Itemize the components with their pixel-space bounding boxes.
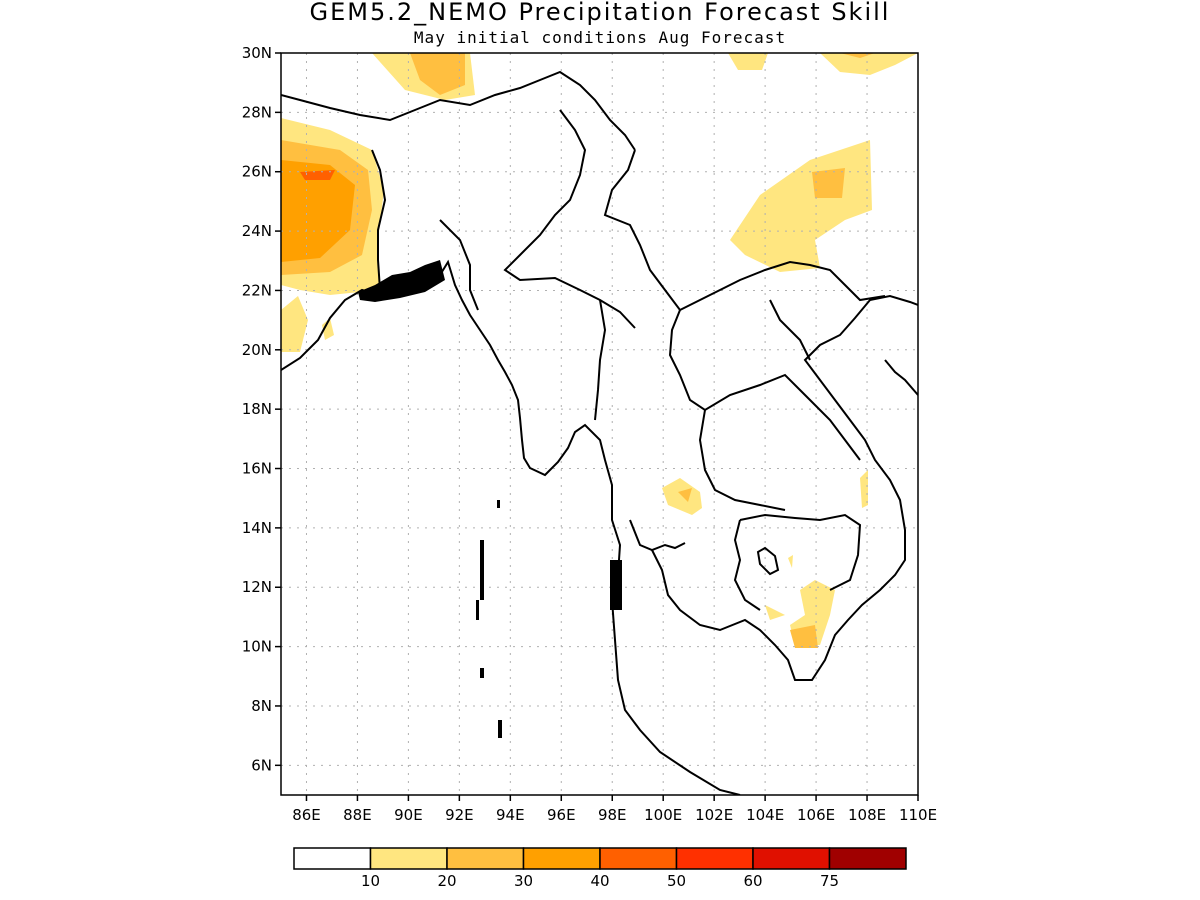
contour-10 — [788, 555, 793, 568]
lat-tick-label: 16N — [242, 460, 272, 478]
map-subtitle: May initial conditions Aug Forecast — [413, 28, 787, 47]
colorbar-label: 40 — [590, 872, 609, 890]
island-mergui-archipelago — [610, 560, 622, 610]
lat-tick-label: 30N — [242, 44, 272, 62]
coastline-thai-gulf-west — [629, 519, 686, 552]
colorbar-label: 30 — [514, 872, 533, 890]
lat-tick-label: 12N — [242, 578, 272, 596]
contour-30 — [281, 160, 355, 262]
contour-10 — [860, 470, 868, 508]
contour-20 — [678, 488, 692, 502]
contour-10 — [765, 605, 785, 620]
contour-20 — [812, 168, 845, 198]
lon-tick-label: 104E — [746, 806, 784, 824]
island-north-andaman — [480, 540, 484, 600]
latitude-axis: 30N 28N 26N 24N 22N 20N 18N 16N 14N 12N 10N 8N 6N — [242, 44, 281, 774]
lat-tick-label: 26N — [242, 163, 272, 181]
colorbar-swatch — [293, 847, 372, 870]
lat-tick-label: 6N — [251, 756, 272, 774]
colorbar-swatch — [599, 847, 678, 870]
colorbar-label: 50 — [667, 872, 686, 890]
colorbar-label: 60 — [743, 872, 762, 890]
lat-tick-label: 18N — [242, 400, 272, 418]
contour-10 — [728, 53, 768, 70]
lon-tick-label: 108E — [848, 806, 886, 824]
lon-tick-label: 94E — [496, 806, 525, 824]
border-myanmar-india — [371, 149, 387, 291]
border-myanmar-china — [503, 109, 636, 329]
border-thailand-cambodia — [733, 519, 761, 611]
lon-tick-label: 110E — [899, 806, 937, 824]
lon-tick-label: 88E — [343, 806, 372, 824]
lon-tick-label: 96E — [547, 806, 576, 824]
contour-10 — [281, 296, 308, 352]
colorbar-label: 10 — [361, 872, 380, 890]
border-bangladesh-myanmar — [439, 219, 479, 311]
colorbar-swatch — [446, 847, 525, 870]
contour-20 — [790, 625, 818, 648]
lon-tick-label: 98E — [598, 806, 627, 824]
border-laos-vietnam — [769, 299, 811, 361]
border-himalaya — [281, 70, 636, 151]
lon-tick-label: 106E — [797, 806, 835, 824]
contour-20 — [410, 53, 465, 95]
island-car-nicobar — [497, 500, 500, 508]
colorbar-swatch — [369, 847, 448, 870]
lat-tick-label: 8N — [251, 697, 272, 715]
border-laos-china — [603, 149, 886, 312]
lat-tick-label: 10N — [242, 638, 272, 656]
colorbar-swatch — [752, 847, 831, 870]
ganges-delta — [358, 260, 445, 302]
colorbar-swatch — [522, 847, 601, 870]
lon-tick-label: 92E — [445, 806, 474, 824]
lat-tick-label: 20N — [242, 341, 272, 359]
lake-tonle-sap — [756, 546, 780, 576]
andaman-islands — [476, 500, 622, 738]
colorbar: 10 20 30 40 50 60 75 — [293, 847, 907, 890]
lon-tick-label: 102E — [695, 806, 733, 824]
island-middle-andaman — [476, 600, 479, 620]
lat-tick-label: 28N — [242, 103, 272, 121]
border-cambodia — [739, 513, 862, 591]
contour-40 — [300, 170, 335, 180]
lat-tick-label: 22N — [242, 281, 272, 299]
border-myanmar-thailand — [594, 299, 607, 421]
border-thailand-laos-south — [698, 409, 786, 511]
coastline-mekong — [651, 294, 918, 681]
contour-10 — [820, 53, 918, 75]
contour-20 — [840, 53, 875, 58]
coastline-gulf-of-tonkin — [884, 359, 918, 396]
contour-10 — [322, 318, 334, 340]
map-title: GEM5.2_NEMO Precipitation Forecast Skill — [309, 0, 891, 26]
border-laos-thailand — [668, 309, 861, 461]
island-nicobar — [498, 720, 502, 738]
longitude-axis: 86E 88E 90E 92E 94E 96E 98E 100E 102E 104E 106E 108… — [292, 795, 937, 824]
lat-tick-label: 24N — [242, 222, 272, 240]
contour-10 — [662, 478, 702, 515]
contour-10 — [730, 140, 872, 272]
colorbar-swatch — [675, 847, 754, 870]
colorbar-label: 75 — [820, 872, 839, 890]
lon-tick-label: 100E — [644, 806, 682, 824]
colorbar-label: 20 — [437, 872, 456, 890]
colorbar-swatch — [828, 847, 907, 870]
map-frame — [280, 52, 919, 796]
lon-tick-label: 86E — [292, 806, 321, 824]
lat-tick-label: 14N — [242, 519, 272, 537]
lon-tick-label: 90E — [394, 806, 423, 824]
skill-contours — [281, 53, 918, 648]
island-little-andaman — [480, 668, 484, 678]
